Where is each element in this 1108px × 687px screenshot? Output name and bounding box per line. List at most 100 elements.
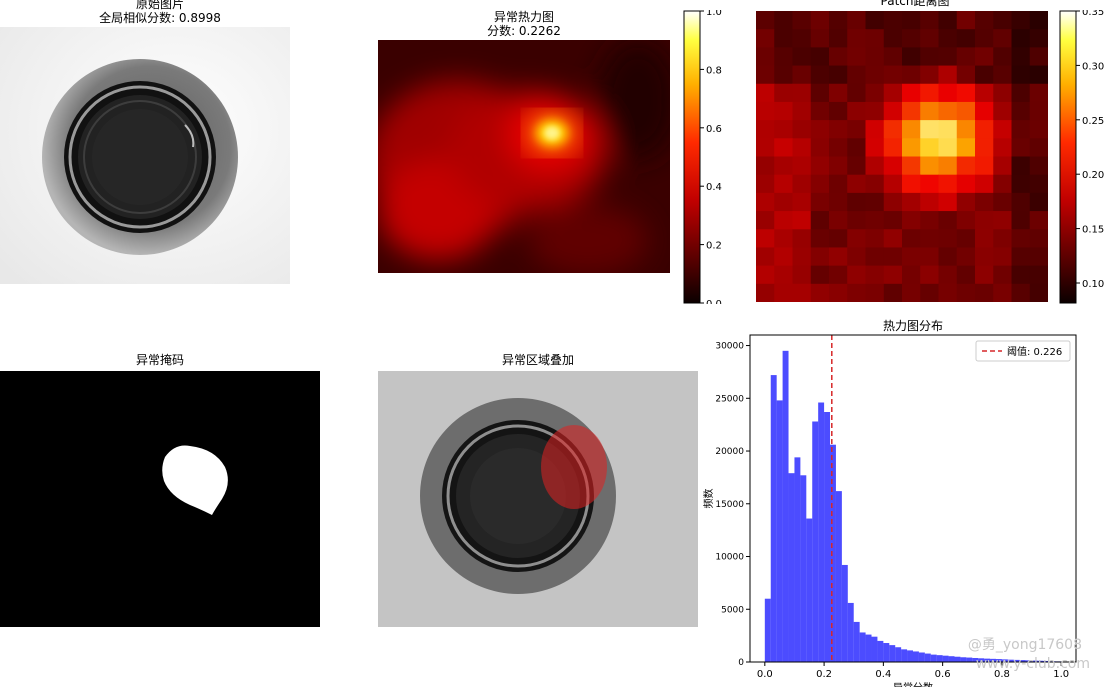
- patch-cell: [1011, 229, 1031, 248]
- patch-cell: [829, 211, 848, 230]
- y-tick-label: 20000: [715, 447, 744, 457]
- patch-cell: [847, 120, 866, 139]
- patch-cell: [810, 65, 830, 85]
- patch-cell: [956, 247, 976, 267]
- patch-cell: [956, 229, 976, 248]
- patch-cell: [938, 174, 958, 194]
- patch-cell: [847, 65, 866, 85]
- patch-cell: [1029, 101, 1048, 121]
- patch-cell: [920, 138, 939, 157]
- patch-cell: [792, 120, 812, 139]
- patch-title: Patch距离图: [880, 0, 950, 8]
- patch-cell: [756, 138, 775, 157]
- x-tick-label: 0.6: [935, 669, 951, 680]
- patch-cell: [975, 192, 994, 212]
- patch-cell: [938, 101, 958, 121]
- patch-cell: [829, 101, 848, 121]
- patch-cell: [993, 247, 1012, 267]
- patch-cell: [847, 29, 866, 48]
- patch-cell: [956, 11, 976, 30]
- patch-cell: [993, 192, 1012, 212]
- patch-cell: [883, 101, 903, 121]
- colorbar-tick-label: 1.0: [706, 10, 722, 18]
- histogram-bar: [984, 658, 991, 662]
- patch-cell: [774, 211, 793, 230]
- patch-cell: [938, 138, 958, 157]
- x-axis-label: 异常分数: [893, 681, 933, 687]
- patch-cell: [938, 29, 958, 48]
- colorbar-tick-label: 0.4: [706, 182, 722, 193]
- patch-cell: [792, 247, 812, 267]
- patch-cell: [883, 211, 903, 230]
- patch-cell: [920, 29, 939, 48]
- histogram-bar: [954, 656, 961, 662]
- patch-cell: [902, 101, 921, 121]
- patch-cell: [956, 192, 976, 212]
- y-tick-label: 5000: [721, 605, 744, 615]
- patch-cell: [902, 156, 921, 176]
- anomaly-overlay: [378, 371, 698, 627]
- histogram-bar: [812, 421, 819, 662]
- patch-cell: [792, 156, 812, 176]
- patch-cell: [938, 283, 958, 302]
- patch-cell: [1011, 283, 1031, 302]
- patch-cell: [847, 47, 866, 67]
- patch-cell: [993, 47, 1012, 67]
- patch-cell: [1011, 83, 1031, 103]
- patch-cell: [920, 101, 939, 121]
- histogram-bar: [830, 444, 836, 662]
- patch-cell: [865, 174, 885, 194]
- patch-cell: [993, 265, 1012, 285]
- patch-cell: [1029, 192, 1048, 212]
- patch-cell: [810, 29, 830, 48]
- patch-cell: [829, 174, 848, 194]
- y-tick-label: 0: [738, 658, 744, 668]
- patch-cell: [902, 120, 921, 139]
- colorbar-tick-label: 0.20: [1082, 170, 1104, 181]
- patch-cell: [847, 101, 866, 121]
- patch-cell: [975, 11, 994, 30]
- histogram-bar: [901, 649, 908, 662]
- patch-cell: [1011, 120, 1031, 139]
- patch-cell: [756, 156, 775, 176]
- histogram-bar: [835, 491, 842, 662]
- patch-cell: [938, 192, 958, 212]
- colorbar-tick-label: 0.0: [706, 299, 722, 304]
- heatmap-colorbar: 0.0 0.2 0.4 0.6 0.8 1.0: [682, 10, 742, 304]
- patch-cell: [865, 65, 885, 85]
- overlay-region: [541, 425, 607, 509]
- watermark-user: @勇_yong17608: [967, 637, 1082, 653]
- patch-cell: [993, 229, 1012, 248]
- patch-cell: [865, 192, 885, 212]
- histogram-bar: [1007, 659, 1014, 662]
- patch-cell: [883, 11, 903, 30]
- patch-cell: [774, 138, 793, 157]
- patch-cell: [956, 101, 976, 121]
- patch-cell: [883, 229, 903, 248]
- patch-cell: [938, 83, 958, 103]
- patch-cell: [1029, 156, 1048, 176]
- histogram-bar: [824, 412, 831, 662]
- patch-cell: [956, 174, 976, 194]
- y-tick-label: 30000: [715, 342, 744, 352]
- x-tick-label: 0.4: [875, 669, 891, 680]
- overlay-title: 异常区域叠加: [501, 353, 574, 367]
- patch-cell: [993, 101, 1012, 121]
- patch-cell: [865, 265, 885, 285]
- patch-cell: [829, 47, 848, 67]
- patch-cell: [847, 138, 866, 157]
- colorbar-tick-label: 0.2: [706, 241, 722, 252]
- histogram-bar: [966, 657, 973, 662]
- y-tick-label: 25000: [715, 394, 744, 404]
- patch-cell: [865, 283, 885, 302]
- patch-cell: [792, 29, 812, 48]
- patch-cell: [938, 65, 958, 85]
- patch-cell: [847, 229, 866, 248]
- patch-cell: [902, 192, 921, 212]
- patch-cell: [865, 156, 885, 176]
- patch-cell: [883, 138, 903, 157]
- patch-cell: [1029, 138, 1048, 157]
- patch-cell: [847, 283, 866, 302]
- watermark-site: www.y-club.com: [975, 656, 1090, 672]
- patch-cell: [993, 65, 1012, 85]
